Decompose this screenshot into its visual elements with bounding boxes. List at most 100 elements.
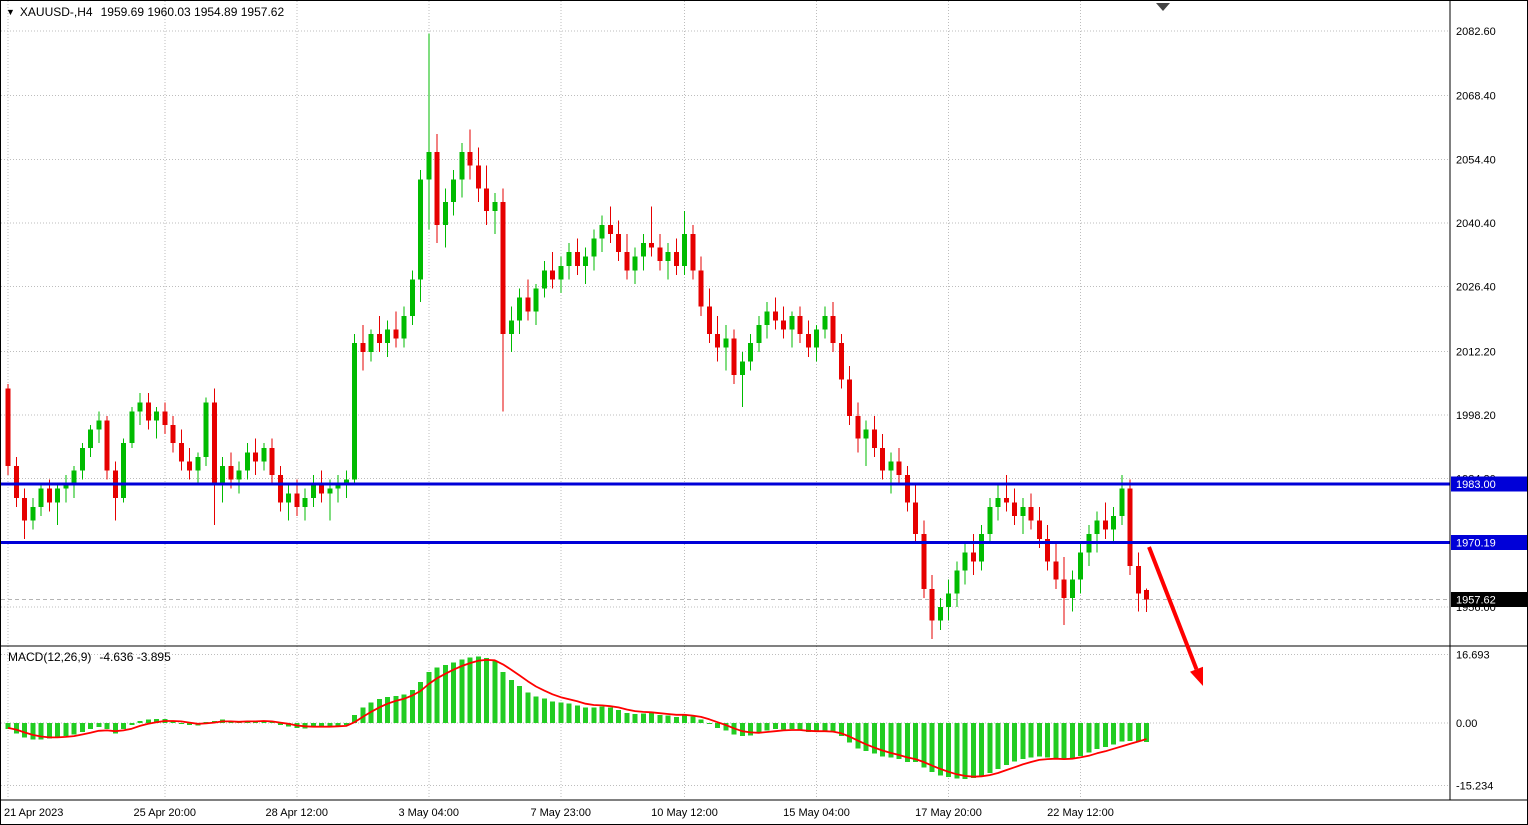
candle-body: [673, 252, 679, 266]
price-axis-label: 2040.40: [1456, 218, 1496, 230]
macd-histogram-bar: [566, 703, 572, 723]
macd-histogram-bar: [558, 702, 564, 723]
macd-histogram-bar: [376, 699, 382, 723]
macd-histogram-bar: [343, 723, 349, 725]
macd-histogram-bar: [937, 723, 943, 776]
candle-body: [756, 324, 762, 344]
symbol-period-label: XAUUSD-,H4: [19, 5, 93, 19]
macd-signal-line: [7, 659, 1147, 778]
time-axis-label: 15 May 04:00: [783, 807, 850, 819]
candle-body: [55, 488, 60, 503]
candle-body: [690, 233, 696, 271]
macd-histogram-bar: [913, 723, 918, 762]
candle-body: [187, 461, 192, 471]
macd-histogram-bar: [987, 723, 993, 773]
candle-body: [492, 202, 498, 212]
macd-histogram-bar: [739, 723, 745, 737]
candle-body: [847, 379, 852, 416]
macd-histogram-bar: [500, 671, 506, 723]
macd-histogram-bar: [830, 723, 836, 732]
macd-histogram-bar: [38, 723, 44, 740]
macd-histogram-bar: [508, 680, 514, 723]
candle-body: [253, 452, 258, 462]
time-axis-label: 21 Apr 2023: [4, 807, 63, 819]
candle-body: [1078, 552, 1083, 580]
candle-body: [896, 461, 902, 476]
macd-histogram-bar: [541, 698, 547, 723]
candle-body: [979, 534, 984, 562]
candle-body: [1102, 520, 1108, 530]
macd-histogram-bar: [475, 656, 481, 723]
candle-body: [129, 411, 135, 444]
candle-body: [566, 252, 572, 266]
candle-body: [772, 311, 778, 321]
macd-histogram-bar: [1094, 723, 1100, 750]
level-price-tag: 1970.19: [1456, 538, 1496, 550]
candle-body: [1045, 538, 1050, 562]
macd-histogram-bar: [550, 701, 555, 723]
candle-body: [863, 429, 869, 439]
symbol-dropdown-icon[interactable]: ▼: [6, 7, 15, 17]
candle-body: [1111, 516, 1116, 530]
macd-histogram-bar: [665, 715, 671, 723]
candle-body: [987, 506, 993, 535]
macd-histogram-bar: [310, 723, 316, 728]
macd-histogram-bar: [1078, 723, 1083, 756]
candle-body: [682, 233, 687, 266]
macd-histogram-bar: [946, 723, 951, 778]
macd-histogram-bar: [748, 723, 753, 736]
macd-histogram-bar: [385, 697, 390, 723]
time-axis-label: 3 May 04:00: [398, 807, 459, 819]
time-axis-label: 28 Apr 12:00: [266, 807, 328, 819]
candle-body: [88, 429, 93, 448]
time-axis-label: 25 Apr 20:00: [134, 807, 196, 819]
candle-body: [781, 320, 786, 330]
trend-arrow-shaft[interactable]: [1147, 546, 1199, 670]
macd-histogram-bar: [715, 723, 720, 728]
candle-body: [5, 388, 11, 466]
macd-histogram-bar: [880, 723, 885, 757]
candle-body: [22, 497, 27, 521]
macd-histogram-bar: [690, 716, 696, 723]
macd-histogram-bar: [640, 713, 646, 723]
time-axis-label: 22 May 12:00: [1047, 807, 1114, 819]
level-price-tag: 1983.00: [1456, 479, 1496, 491]
trend-arrow-head[interactable]: [1190, 666, 1203, 686]
candle-body: [220, 466, 225, 485]
candle-body: [723, 338, 729, 348]
candle-body: [1053, 561, 1059, 580]
macd-histogram-bar: [1053, 723, 1059, 759]
macd-histogram-bar: [756, 723, 762, 734]
macd-axis-label: 0.00: [1456, 718, 1477, 730]
candle-body: [434, 152, 440, 225]
candle-body: [79, 447, 85, 471]
candle-body: [970, 552, 976, 562]
candle-body: [533, 288, 539, 312]
macd-histogram-bar: [904, 723, 910, 762]
candle-body: [104, 420, 110, 471]
macd-histogram-bar: [1111, 723, 1116, 745]
candle-body: [1036, 520, 1042, 539]
candle-body: [624, 252, 630, 271]
candle-body: [508, 320, 514, 334]
candle-body: [1144, 590, 1149, 600]
macd-histogram-bar: [822, 723, 828, 732]
candle-body: [748, 343, 753, 362]
macd-histogram-bar: [954, 723, 960, 779]
macd-histogram-bar: [970, 723, 976, 778]
macd-histogram-bar: [352, 714, 357, 723]
candle-body: [739, 361, 745, 375]
macd-histogram-bar: [649, 713, 654, 723]
macd-histogram-bar: [1102, 723, 1108, 747]
time-axis-label: 10 May 12:00: [651, 807, 718, 819]
chart-shift-marker-icon[interactable]: [1156, 3, 1170, 11]
macd-histogram-bar: [154, 718, 159, 723]
candle-body: [302, 497, 308, 507]
candle-body: [500, 202, 506, 334]
macd-histogram-bar: [451, 662, 456, 723]
candle-body: [269, 447, 275, 476]
macd-histogram-bar: [896, 723, 902, 760]
candle-body: [409, 279, 415, 316]
macd-histogram-bar: [1020, 723, 1026, 760]
